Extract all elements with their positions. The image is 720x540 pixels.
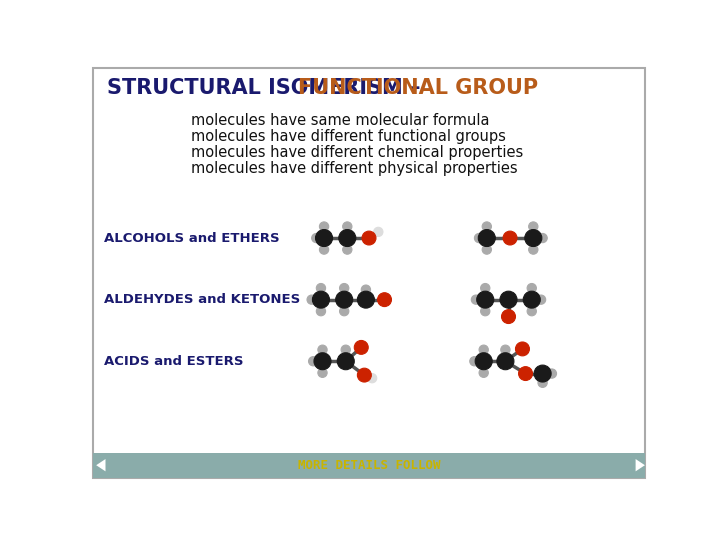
Circle shape bbox=[343, 222, 352, 231]
Circle shape bbox=[516, 342, 529, 356]
Text: molecules have same molecular formula: molecules have same molecular formula bbox=[191, 113, 490, 128]
Circle shape bbox=[343, 245, 352, 254]
Text: STRUCTURAL ISOMERISM –: STRUCTURAL ISOMERISM – bbox=[107, 78, 428, 98]
Circle shape bbox=[340, 307, 349, 316]
Circle shape bbox=[316, 284, 325, 293]
Circle shape bbox=[320, 222, 329, 231]
Text: ALCOHOLS and ETHERS: ALCOHOLS and ETHERS bbox=[104, 232, 279, 245]
Circle shape bbox=[316, 307, 325, 316]
Circle shape bbox=[502, 309, 516, 323]
Circle shape bbox=[377, 293, 392, 307]
Circle shape bbox=[354, 340, 368, 354]
Polygon shape bbox=[96, 459, 106, 471]
Circle shape bbox=[337, 353, 354, 370]
Circle shape bbox=[528, 222, 538, 231]
Circle shape bbox=[500, 345, 510, 354]
Circle shape bbox=[475, 353, 492, 370]
Circle shape bbox=[478, 230, 495, 247]
Circle shape bbox=[482, 222, 492, 231]
Circle shape bbox=[374, 227, 383, 237]
Circle shape bbox=[361, 285, 371, 294]
Circle shape bbox=[500, 291, 517, 308]
Circle shape bbox=[497, 353, 514, 370]
Circle shape bbox=[525, 230, 542, 247]
Polygon shape bbox=[636, 459, 645, 471]
Circle shape bbox=[523, 291, 540, 308]
Circle shape bbox=[362, 231, 376, 245]
Circle shape bbox=[472, 295, 481, 304]
Circle shape bbox=[318, 368, 327, 377]
Text: ACIDS and ESTERS: ACIDS and ESTERS bbox=[104, 355, 243, 368]
Circle shape bbox=[312, 233, 321, 242]
Text: molecules have different physical properties: molecules have different physical proper… bbox=[191, 161, 518, 176]
Circle shape bbox=[309, 356, 318, 366]
Circle shape bbox=[357, 368, 372, 382]
Circle shape bbox=[339, 230, 356, 247]
Circle shape bbox=[341, 345, 351, 354]
Circle shape bbox=[474, 233, 484, 242]
Circle shape bbox=[481, 307, 490, 316]
Circle shape bbox=[503, 231, 517, 245]
Circle shape bbox=[469, 356, 479, 366]
Circle shape bbox=[547, 369, 557, 378]
Text: molecules have different functional groups: molecules have different functional grou… bbox=[191, 129, 505, 144]
Text: MORE DETAILS FOLLOW: MORE DETAILS FOLLOW bbox=[298, 458, 440, 472]
Circle shape bbox=[320, 245, 329, 254]
Circle shape bbox=[336, 291, 353, 308]
Circle shape bbox=[340, 284, 349, 293]
Circle shape bbox=[307, 295, 316, 304]
Circle shape bbox=[357, 291, 374, 308]
Circle shape bbox=[477, 291, 494, 308]
Circle shape bbox=[479, 345, 488, 354]
Circle shape bbox=[482, 245, 492, 254]
Circle shape bbox=[538, 233, 547, 242]
Circle shape bbox=[528, 245, 538, 254]
Circle shape bbox=[527, 284, 536, 293]
Text: ALDEHYDES and KETONES: ALDEHYDES and KETONES bbox=[104, 293, 300, 306]
Circle shape bbox=[538, 378, 547, 387]
Text: molecules have different chemical properties: molecules have different chemical proper… bbox=[191, 145, 523, 160]
Circle shape bbox=[536, 295, 546, 304]
Bar bbox=[93, 453, 645, 477]
Circle shape bbox=[318, 345, 327, 354]
Circle shape bbox=[479, 368, 488, 377]
Circle shape bbox=[367, 374, 377, 383]
Circle shape bbox=[314, 353, 331, 370]
Circle shape bbox=[527, 307, 536, 316]
Circle shape bbox=[315, 230, 333, 247]
Circle shape bbox=[481, 284, 490, 293]
Circle shape bbox=[312, 291, 330, 308]
Circle shape bbox=[534, 365, 551, 382]
Text: FUNCTIONAL GROUP: FUNCTIONAL GROUP bbox=[297, 78, 538, 98]
Circle shape bbox=[518, 367, 533, 381]
